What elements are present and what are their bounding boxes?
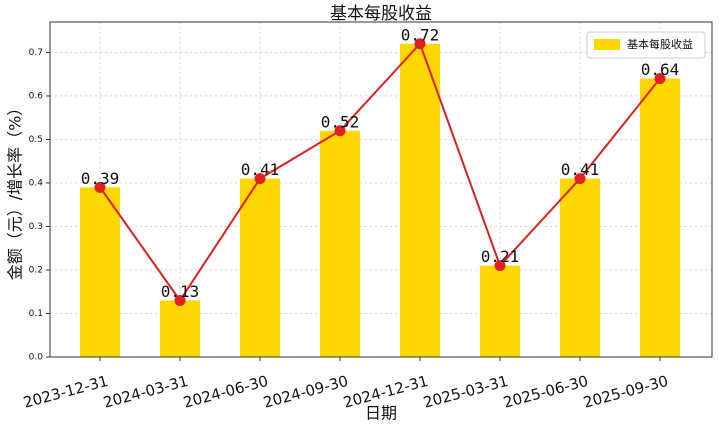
x-tick-label: 2023-12-31 [21,372,110,412]
y-tick-label: 0.6 [29,91,44,101]
line [99,41,661,303]
y-tick-label: 0.1 [29,309,43,319]
bar [320,130,360,357]
legend-swatch [594,39,620,50]
point [254,173,266,185]
point [574,173,586,185]
value-label: 0.39 [81,169,120,188]
value-label: 0.41 [241,160,280,179]
value-label: 0.21 [481,247,520,266]
value-label: 0.72 [401,25,440,44]
y-tick-label: 0.5 [29,135,43,145]
y-tick-label: 0.4 [29,178,44,188]
bar [160,300,200,357]
bar [240,178,280,357]
legend: 基本每股收益 [586,31,706,59]
legend-box [586,31,706,59]
x-axis-label: 日期 [365,404,397,423]
y-tick-label: 0.7 [29,48,43,58]
bar [400,43,440,358]
bar [560,178,600,357]
point [654,73,666,85]
point [94,181,106,193]
point [494,260,506,272]
x-tick-label: 2025-03-31 [421,372,510,412]
plot-frame [49,21,713,358]
legend-label: 基本每股收益 [627,37,693,51]
x-tick-label: 2024-03-31 [101,372,190,412]
point [334,125,346,137]
value-label: 0.41 [561,160,600,179]
x-tick-label: 2024-09-30 [261,372,350,412]
y-axis-label: 金额（元）/增长率（%） [6,100,25,281]
bar [640,78,680,357]
value-label: 0.52 [321,112,360,131]
x-tick-label: 2024-06-30 [181,372,270,412]
bar [80,187,120,357]
point [174,294,186,306]
point [414,38,426,50]
chart-title: 基本每股收益 [330,4,432,24]
y-tick-label: 0.3 [29,222,43,232]
value-label: 0.64 [641,60,680,79]
y-tick-label: 0.0 [29,353,44,363]
x-tick-label: 2025-09-30 [581,372,670,412]
value-label: 0.13 [161,282,200,301]
x-tick-label: 2025-06-30 [501,372,590,412]
bar [480,265,520,357]
y-tick-label: 0.2 [29,265,43,275]
